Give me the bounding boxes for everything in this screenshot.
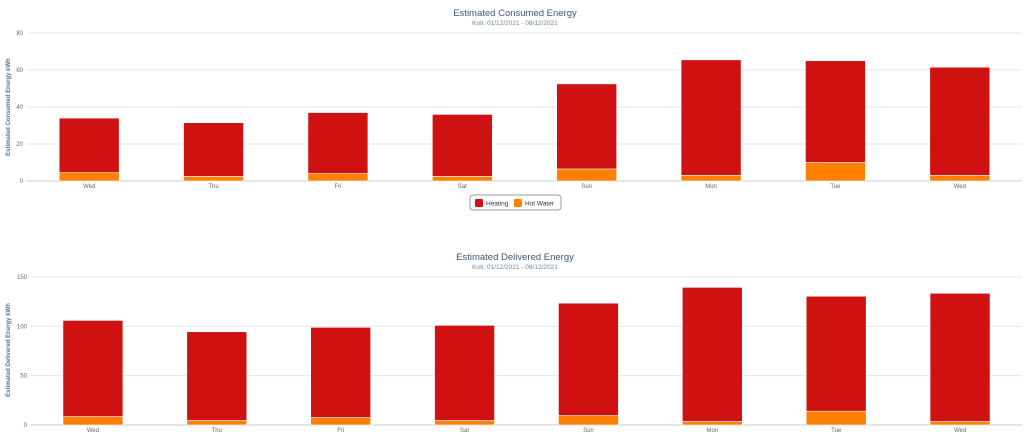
- bar-hot-water[interactable]: [680, 175, 742, 182]
- bar-hot-water[interactable]: [58, 172, 120, 182]
- x-tick-label: Wed: [954, 184, 966, 190]
- grid: [27, 32, 1022, 182]
- x-tick-label: Sun: [581, 184, 592, 190]
- y-tick-label: 80: [16, 31, 23, 37]
- y-axis-label: Estimated Consumed Energy kWh: [6, 58, 12, 156]
- legend-label-hot-water: Hot Water: [525, 201, 555, 208]
- bar-hot-water[interactable]: [682, 421, 743, 426]
- bar-heating[interactable]: [432, 114, 493, 177]
- bar-heating[interactable]: [58, 117, 120, 173]
- bar-heating[interactable]: [682, 287, 743, 422]
- bar-heating[interactable]: [307, 112, 369, 174]
- bar-heating[interactable]: [929, 292, 991, 422]
- consumed-energy-chart: Estimated Consumed Energy Koti: 01/12/20…: [6, 8, 1022, 211]
- x-tick-label: Wed: [954, 428, 966, 434]
- y-tick-label: 0: [20, 179, 24, 185]
- bar-hot-water[interactable]: [310, 417, 371, 426]
- bar-heating[interactable]: [183, 122, 244, 177]
- bar-heating[interactable]: [186, 331, 248, 421]
- y-tick-label: 150: [17, 275, 28, 281]
- chart-title: Estimated Consumed Energy: [453, 8, 577, 19]
- bar-hot-water[interactable]: [62, 416, 124, 426]
- bar-hot-water[interactable]: [183, 176, 244, 182]
- legend-label-heating: Heating: [486, 201, 509, 208]
- x-tick-label: Thu: [208, 184, 218, 190]
- bar-heating[interactable]: [805, 60, 866, 163]
- x-tick-label: Fri: [334, 184, 341, 190]
- bar-heating[interactable]: [929, 66, 991, 176]
- grid: [31, 276, 1022, 426]
- bar-heating[interactable]: [558, 302, 619, 416]
- bar-heating[interactable]: [680, 59, 742, 176]
- x-tick-label: Tue: [831, 428, 842, 434]
- x-ticks: Wed Thu Fri Sat Sun Mon Tue Wed: [87, 428, 966, 434]
- bar-hot-water[interactable]: [805, 162, 866, 182]
- chart-subtitle: Koti: 01/12/2021 - 08/12/2021: [472, 264, 558, 271]
- bars: [62, 287, 991, 426]
- legend: Heating Hot Water: [469, 194, 562, 211]
- x-tick-label: Sun: [583, 428, 594, 434]
- bar-hot-water[interactable]: [186, 420, 248, 426]
- chart-subtitle: Koti: 01/12/2021 - 08/12/2021: [472, 20, 558, 27]
- y-tick-label: 0: [24, 423, 28, 429]
- bar-heating[interactable]: [62, 320, 124, 417]
- bar-hot-water[interactable]: [434, 420, 495, 426]
- bar-heating[interactable]: [805, 295, 867, 412]
- y-ticks: 0 50 100 150: [17, 275, 28, 429]
- y-axis-label: Estimated Delivered Energy kWh: [6, 303, 12, 397]
- y-tick-label: 100: [17, 324, 28, 330]
- x-tick-label: Sat: [458, 184, 467, 190]
- bar-hot-water[interactable]: [805, 410, 867, 426]
- bar-hot-water[interactable]: [558, 415, 619, 426]
- bar-hot-water[interactable]: [307, 173, 369, 182]
- bar-heating[interactable]: [434, 325, 495, 421]
- x-tick-label: Wed: [87, 428, 99, 434]
- legend-item-heating[interactable]: Heating: [475, 199, 509, 208]
- chart-title: Estimated Delivered Energy: [456, 252, 574, 263]
- bar-heating[interactable]: [310, 327, 371, 418]
- x-tick-label: Mon: [706, 428, 718, 434]
- y-tick-label: 60: [16, 68, 23, 74]
- bar-hot-water[interactable]: [556, 168, 617, 182]
- bar-hot-water[interactable]: [929, 421, 991, 426]
- x-tick-label: Mon: [705, 184, 717, 190]
- y-tick-label: 40: [16, 105, 23, 111]
- delivered-energy-chart: Estimated Delivered Energy Koti: 01/12/2…: [6, 252, 1022, 434]
- bar-hot-water[interactable]: [929, 175, 991, 182]
- x-tick-label: Sat: [460, 428, 469, 434]
- y-ticks: 0 20 40 60 80: [16, 31, 23, 185]
- y-tick-label: 20: [16, 142, 23, 148]
- x-tick-label: Tue: [830, 184, 841, 190]
- y-tick-label: 50: [20, 374, 27, 380]
- x-tick-label: Thu: [212, 428, 222, 434]
- x-tick-label: Fri: [337, 428, 344, 434]
- x-tick-label: Wed: [83, 184, 95, 190]
- legend-item-hot-water[interactable]: Hot Water: [514, 199, 555, 208]
- bars: [58, 59, 991, 182]
- bar-hot-water[interactable]: [432, 176, 493, 182]
- bar-heating[interactable]: [556, 83, 617, 170]
- x-ticks: Wed Thu Fri Sat Sun Mon Tue Wed: [83, 184, 966, 190]
- legend-swatch-hot-water: [514, 199, 522, 207]
- legend-swatch-heating: [475, 199, 483, 207]
